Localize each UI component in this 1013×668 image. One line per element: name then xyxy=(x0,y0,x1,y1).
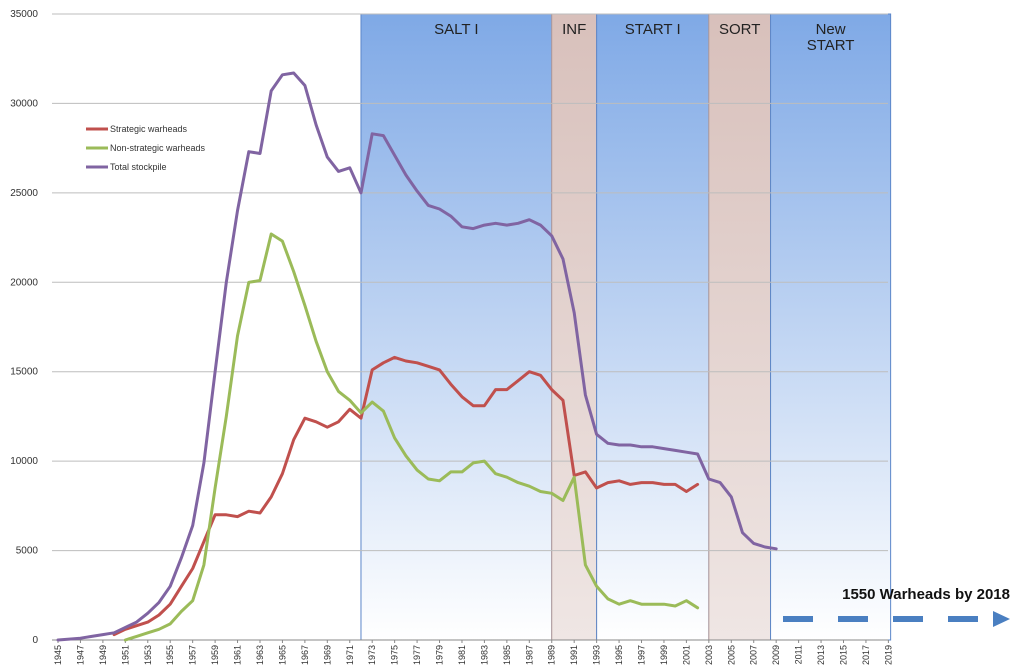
band-label-line: New xyxy=(816,21,846,38)
y-tick-label: 10000 xyxy=(10,456,38,467)
x-tick-label: 1993 xyxy=(592,645,602,665)
y-tick-label: 20000 xyxy=(10,277,38,288)
y-tick-label: 0 xyxy=(32,635,38,646)
band-1 xyxy=(551,13,598,641)
x-tick-label: 1979 xyxy=(435,645,445,665)
x-tick-label: 2013 xyxy=(816,645,826,665)
x-tick-label: 2019 xyxy=(883,645,893,665)
x-tick-label: 1987 xyxy=(524,645,534,665)
series-lines xyxy=(56,71,778,642)
y-tick-label: 30000 xyxy=(10,98,38,109)
x-tick-label: 1949 xyxy=(98,645,108,665)
band-label-3: SORT xyxy=(719,21,760,38)
x-tick-label: 2007 xyxy=(749,645,759,665)
x-tick-label: 1991 xyxy=(569,645,579,665)
x-tick-label: 2017 xyxy=(861,645,871,665)
x-tick-label: 1953 xyxy=(143,645,153,665)
x-tick-label: 1977 xyxy=(412,645,422,665)
x-tick-label: 2005 xyxy=(726,645,736,665)
axes: 0 5000 10000 15000 20000 25000 30000 35000 1945 1… xyxy=(10,9,893,665)
x-tick-label: 1997 xyxy=(637,645,647,665)
band-2 xyxy=(596,13,710,641)
band-label-line: SALT I xyxy=(434,21,478,38)
x-tick-label: 1989 xyxy=(547,645,557,665)
x-tick-label: 1951 xyxy=(120,645,130,665)
treaty-bands: SALT I INF START I SORT New START xyxy=(360,13,892,641)
x-tick-label: 2009 xyxy=(771,645,781,665)
y-tick-label: 25000 xyxy=(10,188,38,199)
x-tick-label: 1965 xyxy=(277,645,287,665)
legend-label-1: Non-strategic warheads xyxy=(110,143,206,153)
band-4 xyxy=(770,13,892,641)
band-0 xyxy=(360,13,553,641)
x-tick-label: 1975 xyxy=(390,645,400,665)
x-tick-label: 1999 xyxy=(659,645,669,665)
x-tick-label: 1985 xyxy=(502,645,512,665)
y-tick-label: 5000 xyxy=(16,546,39,557)
annotation-text: 1550 Warheads by 2018 xyxy=(842,586,1010,603)
annotation: 1550 Warheads by 2018 xyxy=(783,586,1010,627)
band-label-0: SALT I xyxy=(434,21,478,38)
band-label-1: INF xyxy=(562,21,586,38)
legend-label-2: Total stockpile xyxy=(110,162,167,172)
band-label-line: START I xyxy=(625,21,681,38)
annotation-arrow-head xyxy=(993,611,1010,627)
x-tick-label: 1973 xyxy=(367,645,377,665)
x-tick-label: 1963 xyxy=(255,645,265,665)
y-tick-label: 35000 xyxy=(10,9,38,20)
x-tick-label: 1967 xyxy=(300,645,310,665)
x-tick-label: 1957 xyxy=(188,645,198,665)
x-tick-label: 1947 xyxy=(75,645,85,665)
x-tick-label: 1945 xyxy=(53,645,63,665)
x-tick-label: 2003 xyxy=(704,645,714,665)
band-label-2: START I xyxy=(625,21,681,38)
band-label-4: New START xyxy=(807,21,855,54)
y-tick-label: 15000 xyxy=(10,367,38,378)
x-tick-label: 1971 xyxy=(345,645,355,665)
band-label-line: INF xyxy=(562,21,586,38)
x-tick-label: 1969 xyxy=(322,645,332,665)
legend-label-0: Strategic warheads xyxy=(110,124,188,134)
band-3 xyxy=(708,13,772,641)
x-tick-label: 1983 xyxy=(479,645,489,665)
x-tick-label: 1959 xyxy=(210,645,220,665)
x-tick-label: 1961 xyxy=(233,645,243,665)
series-line-1 xyxy=(123,232,700,642)
x-tick-label: 2011 xyxy=(794,645,804,664)
band-label-line: START xyxy=(807,37,855,54)
legend: Strategic warheads Non-strategic warheads… xyxy=(86,124,206,172)
band-label-line: SORT xyxy=(719,21,760,38)
x-tick-label: 1981 xyxy=(457,645,467,665)
x-tick-label: 2001 xyxy=(681,645,691,665)
x-tick-label: 1955 xyxy=(165,645,175,665)
x-tick-label: 1995 xyxy=(614,645,624,665)
series-line-2 xyxy=(56,71,778,642)
x-tick-label: 2015 xyxy=(839,645,849,665)
